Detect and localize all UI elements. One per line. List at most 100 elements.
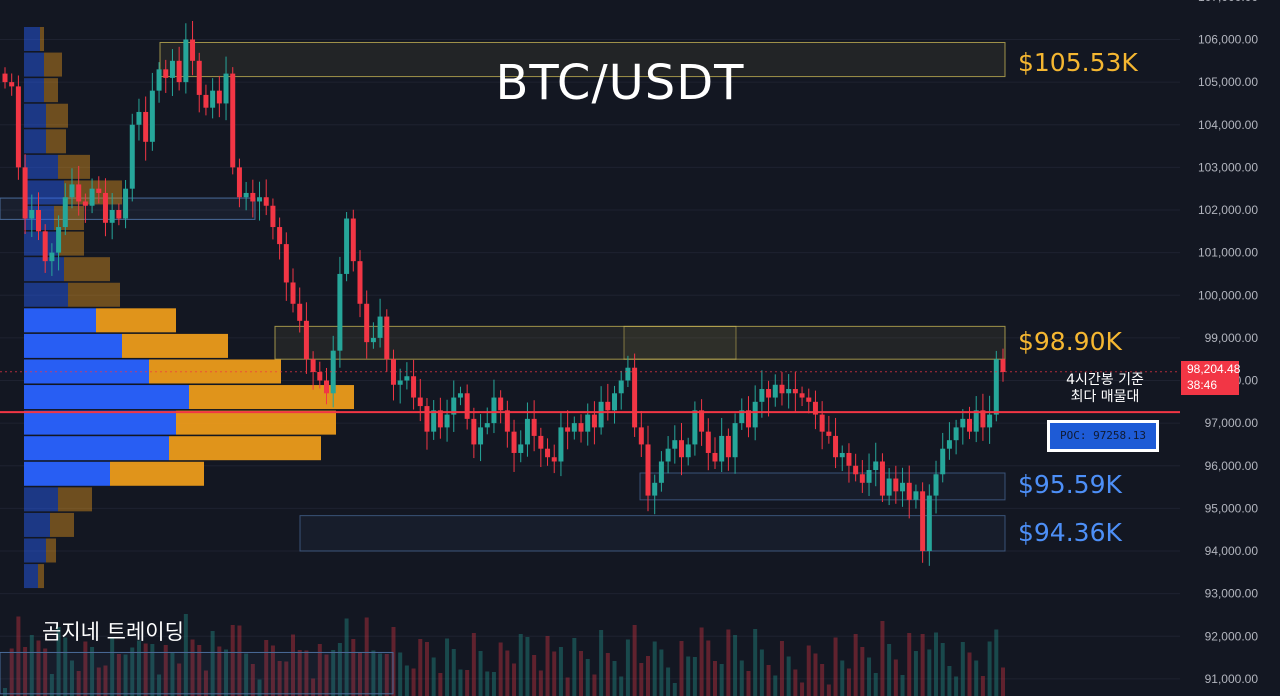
profile-up-bar [24,282,68,307]
candle-body [303,320,309,360]
candle-body [565,427,571,432]
volume-bar [498,642,503,696]
candle-body [645,444,651,496]
candle-body [498,397,504,411]
volume-bar [532,655,537,696]
profile-down-bar [189,385,354,410]
volume-bar [458,669,463,696]
candle-body [56,227,62,253]
candle-body [96,188,102,193]
profile-down-bar [58,231,84,256]
volume-bar [512,663,517,696]
volume-bar [411,668,416,696]
candle-body [806,397,812,402]
profile-up-bar [24,129,46,154]
candle-body [591,414,597,428]
candle-body [364,303,370,343]
candle-body [953,427,959,441]
volume-bar [378,653,383,696]
candle-body [89,188,95,206]
volume-bar [612,661,617,696]
volume-bar [250,664,255,696]
volume-bar [43,648,48,696]
candle-body [638,427,644,445]
volume-bar [592,674,597,696]
volume-bar [893,659,898,696]
volume-bar [686,656,691,696]
candle-body [792,389,798,394]
candle-body [812,401,818,415]
volume-bar [759,649,764,696]
profile-down-bar [44,78,58,103]
watermark: 곰지네 트레이딩 [42,620,184,644]
volume-bar [451,649,456,696]
y-tick-label: 107,000.00 [1198,0,1258,4]
candle-body [551,457,557,462]
volume-bar [940,643,945,696]
volume-bar [465,670,470,696]
candle-body [411,376,417,398]
candle-body [263,197,269,206]
candle-body [116,210,122,219]
candle-body [980,410,986,428]
candle-body [196,60,202,95]
candle-body [417,397,423,407]
volume-bar [277,661,282,696]
candle-body [451,397,457,415]
chart-title: BTC/USDT [495,55,745,111]
candle-body [933,474,939,496]
candle-body [538,435,544,449]
volume-bar [324,654,329,696]
volume-bar [639,663,644,696]
candle-body [518,444,524,453]
volume-bar [733,635,738,696]
candle-body [216,90,222,104]
profile-down-bar [44,52,62,77]
candle-body [183,39,189,83]
y-tick-label: 91,000.00 [1205,672,1259,686]
volume-bar [813,653,818,696]
candle-body [49,252,55,262]
candle-body [190,39,196,61]
volume-bar [545,636,550,696]
volume-bar [431,657,436,696]
y-tick-label: 106,000.00 [1198,33,1258,47]
candle-body [35,210,41,232]
volume-bar [485,671,490,696]
candle-body [819,414,825,432]
candle-body [699,410,705,432]
candle-body [672,440,678,449]
candle-body [377,316,383,338]
level-label-105k: $105.53K [1018,48,1138,77]
volume-bar [471,633,476,696]
candle-body [853,465,859,475]
candle-body [665,448,671,462]
volume-bar [304,650,309,696]
volume-bar [880,621,885,696]
volume-bar [123,654,128,696]
candle-body [390,359,396,385]
volume-bar [177,663,182,696]
candle-body [571,423,577,432]
candle-body [257,197,263,202]
volume-bar [887,644,892,696]
volume-bar [753,629,758,696]
volume-bar [873,673,878,696]
volume-bar [565,677,570,696]
candle-body [270,205,276,228]
profile-up-bar [24,308,96,333]
candle-body [310,359,316,372]
y-tick-label: 95,000.00 [1205,501,1259,515]
candle-body [960,418,966,428]
candle-body [913,491,919,500]
volume-bar [525,637,530,696]
volume-bar [364,617,369,696]
volume-bar [49,674,54,696]
y-tick-label: 100,000.00 [1198,288,1258,302]
profile-up-bar [24,564,38,589]
level-label-95k: $95.59K [1018,470,1122,499]
volume-profile [24,27,354,589]
volume-bar [183,614,188,696]
volume-bar [552,651,557,696]
